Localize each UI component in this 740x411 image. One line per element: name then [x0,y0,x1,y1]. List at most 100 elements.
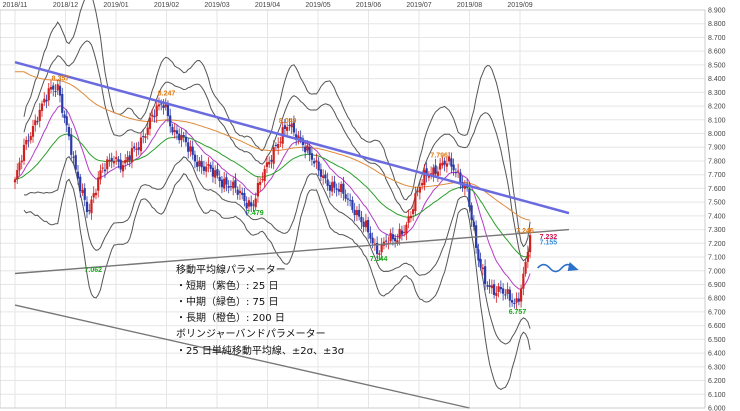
candle-body [22,144,26,161]
candle-body [220,179,224,188]
legend-item-mid: ・中期（緑色）: 75 日 [176,295,278,308]
candle-body [414,193,417,211]
y-tick-label: 7.600 [708,186,726,193]
candle-body [351,200,354,210]
candle-body [252,204,255,206]
bollinger-upper-3sigma [23,0,531,248]
candle-body [256,182,260,197]
trendline-lower [14,304,470,409]
y-tick-label: 7.300 [708,227,726,234]
candle-body [443,160,446,165]
candle-body [391,234,394,240]
candle-body [155,105,158,117]
y-tick-label: 8.300 [708,90,726,97]
candle-body [101,167,104,169]
candle-body [16,170,19,180]
candle-body [450,158,453,167]
y-tick-label: 7.000 [708,268,726,275]
candle-body [182,135,185,137]
candle-body [295,134,298,140]
candle-body [385,240,388,242]
candle-body [369,232,372,239]
candle-body [247,200,251,207]
candle-body [27,140,30,142]
y-tick-label: 6.100 [708,392,726,399]
candle-body [506,289,509,294]
y-tick-label: 6.900 [708,282,726,289]
candle-body [65,116,68,126]
plot-frame [0,9,706,409]
candle-body [364,220,367,228]
candle-body [259,181,262,185]
candle-body [331,182,334,192]
candle-body [387,242,390,244]
candle-body [448,156,451,162]
candle-body [308,146,311,155]
candle-body [157,104,161,107]
candle-body [112,161,116,164]
candle-body [175,130,179,134]
candle-body [106,159,109,170]
candle-body [427,175,430,178]
x-tick-label: 2018/11 [3,2,28,9]
candle-body [342,183,345,194]
candle-body [479,258,482,268]
candle-body [124,160,127,164]
candle-body [85,201,89,213]
candle-body [353,209,356,216]
candle-body [358,209,361,217]
candle-body [238,190,242,194]
candle-body [299,137,302,141]
candle-body [211,167,215,177]
candle-body [236,189,239,195]
candle-body [378,253,381,255]
candle-body [189,146,192,152]
candle-body [346,198,350,200]
candle-body [20,160,23,163]
candle-body [459,172,462,185]
candle-body [380,244,383,253]
candle-body [173,130,176,133]
candle-body [243,193,246,202]
y-tick-label: 6.500 [708,337,726,344]
x-tick-label: 2019/06 [356,2,381,9]
candle-body [434,165,437,174]
candle-body [234,180,237,188]
candle-body [205,166,208,172]
y-tick-label: 7.400 [708,213,726,220]
candle-body [493,284,496,295]
legend-item-bollinger: ・25 日単純移動平均線、±2σ、±3σ [176,344,345,357]
candle-body [409,215,412,219]
candle-body [133,146,136,149]
candle-body [513,302,516,304]
candle-body [67,126,71,137]
y-tick-label: 7.500 [708,200,726,207]
candle-body [79,176,82,192]
candle-body [31,126,35,137]
x-tick-label: 2019/07 [406,2,431,9]
candle-body [99,170,102,180]
x-tick-label: 2019/01 [103,2,128,9]
price-label: 7.479 [246,210,264,217]
candle-body [61,93,64,113]
candle-body [344,194,347,199]
candle-body [265,162,269,167]
candle-body [25,139,28,145]
candle-body [250,202,253,207]
candle-body [13,179,17,183]
x-tick-label: 2019/03 [204,2,229,9]
y-tick-label: 8.200 [708,104,726,111]
candle-body [97,177,100,191]
candle-body [439,163,442,170]
candle-body [322,175,325,178]
candle-body [522,273,525,289]
y-tick-label: 8.000 [708,131,726,138]
candle-body [484,266,487,284]
candle-body [83,188,86,200]
candle-body [416,190,419,192]
candle-body [241,192,244,195]
candle-body [407,216,410,223]
